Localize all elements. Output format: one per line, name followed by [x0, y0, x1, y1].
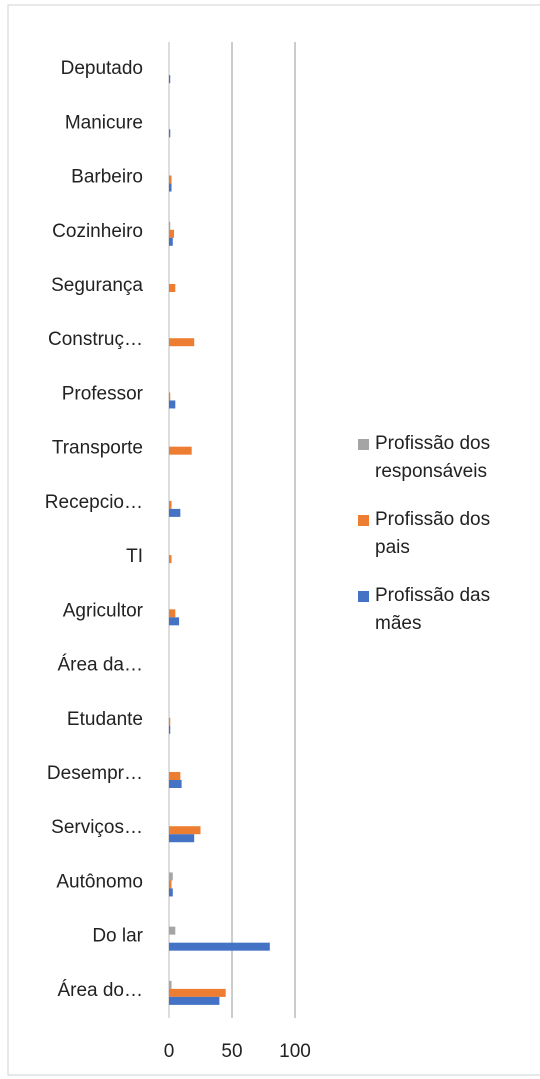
y-tick-label: Etudante	[67, 709, 143, 730]
bar	[169, 338, 195, 347]
x-tick-label: 50	[221, 1041, 242, 1062]
legend-item: Profissão das mães	[358, 582, 533, 638]
x-tick-label: 0	[164, 1041, 175, 1062]
bar	[169, 617, 180, 626]
bar	[169, 392, 171, 401]
y-tick-label: Manicure	[65, 112, 143, 133]
y-tick-label: Cozinheiro	[52, 221, 143, 242]
bar	[169, 75, 171, 84]
y-tick-label: Área da…	[57, 655, 143, 676]
bar	[169, 988, 226, 997]
bar	[169, 609, 176, 618]
y-tick-label: Desempr…	[47, 763, 143, 784]
y-tick-label: Serviços…	[51, 817, 143, 838]
y-tick-label: Construç…	[48, 329, 143, 350]
bar	[169, 446, 192, 455]
y-tick-label: Deputado	[61, 58, 143, 79]
legend-label: Profissão dos responsáveis	[375, 433, 491, 482]
bar	[169, 555, 172, 564]
bar	[169, 872, 173, 881]
y-tick-label: Professor	[62, 383, 144, 404]
legend-swatch	[358, 439, 369, 450]
y-tick-label: Do lar	[92, 926, 143, 947]
bar	[169, 780, 182, 788]
y-tick-label: Agricultor	[63, 600, 144, 621]
y-tick-label: Área do…	[57, 980, 143, 1001]
bar	[169, 175, 172, 184]
bar	[169, 888, 173, 897]
y-tick-label: Recepcio…	[45, 492, 143, 513]
bar	[169, 996, 220, 1005]
legend: Profissão dos responsáveis Profissão dos …	[358, 430, 533, 658]
legend-item: Profissão dos pais	[358, 506, 533, 562]
x-tick-label: 100	[279, 1041, 311, 1062]
bar	[169, 880, 172, 889]
bar	[169, 400, 176, 409]
bar	[169, 725, 171, 734]
y-tick-label: TI	[126, 546, 143, 567]
legend-label: Profissão das mães	[375, 585, 491, 634]
bar	[169, 284, 176, 292]
legend-label: Profissão dos pais	[375, 509, 491, 558]
bar	[169, 772, 181, 780]
legend-item: Profissão dos responsáveis	[358, 430, 533, 486]
chart-border	[7, 4, 540, 1076]
bar	[169, 717, 171, 726]
bar	[169, 229, 175, 238]
bar	[169, 129, 171, 138]
y-tick-label: Barbeiro	[71, 167, 143, 188]
bar	[169, 926, 176, 935]
bar	[169, 980, 172, 989]
bar	[169, 942, 270, 951]
bar	[169, 826, 201, 835]
bar	[169, 508, 181, 517]
legend-swatch	[358, 515, 369, 526]
legend-swatch	[358, 591, 369, 602]
bar	[169, 221, 171, 230]
y-tick-label: Segurança	[51, 275, 143, 296]
bar	[169, 834, 195, 843]
bar	[169, 183, 172, 192]
bar	[169, 237, 173, 246]
y-tick-label: Autônomo	[56, 871, 143, 892]
bar	[169, 500, 172, 509]
y-tick-label: Transporte	[52, 438, 143, 459]
